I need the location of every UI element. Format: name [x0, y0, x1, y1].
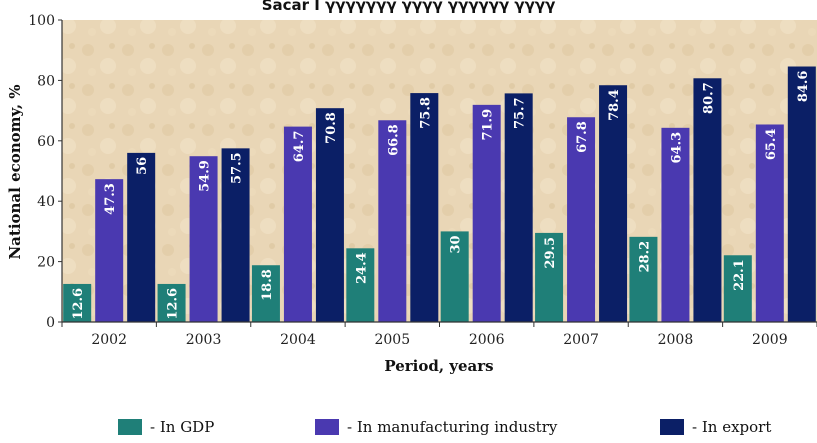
x-tick-label: 2006	[469, 332, 505, 348]
y-tick-label: 20	[37, 255, 55, 271]
bar-manufacturing-2003	[189, 156, 218, 322]
value-label: 22.1	[732, 259, 747, 291]
value-label: 30	[449, 235, 464, 253]
bar-gdp-2005	[346, 248, 375, 322]
value-label: 12.6	[71, 288, 86, 320]
bar-gdp-2006	[440, 231, 469, 322]
bar-gdp-2008	[629, 236, 658, 322]
legend-swatch	[118, 419, 142, 435]
value-label: 75.7	[513, 97, 528, 129]
plot-area	[62, 20, 817, 322]
legend-item-manufacturing: - In manufacturing industry	[315, 418, 557, 436]
x-tick-label: 2002	[91, 332, 127, 348]
value-label: 28.2	[637, 241, 652, 273]
bar-gdp-2003	[157, 283, 186, 322]
x-tick-label: 2008	[658, 332, 694, 348]
bar-gdp-2007	[535, 232, 564, 322]
bar-export-2008	[693, 78, 722, 322]
bar-manufacturing-2008	[661, 127, 690, 323]
bar-manufacturing-2005	[378, 120, 407, 322]
legend-swatch	[660, 419, 684, 435]
value-label: 67.8	[575, 121, 590, 153]
legend-swatch	[315, 419, 339, 435]
value-label: 71.9	[481, 109, 496, 141]
x-axis-title: Period, years	[384, 357, 493, 375]
bar-manufacturing-2007	[567, 117, 596, 322]
bar-manufacturing-2006	[472, 104, 501, 322]
bar-manufacturing-2002	[95, 179, 124, 322]
value-label: 24.4	[354, 252, 369, 284]
value-label: 57.5	[230, 152, 245, 184]
legend-item-gdp: - In GDP	[118, 418, 214, 436]
bar-gdp-2002	[63, 283, 92, 322]
value-label: 84.6	[796, 71, 811, 103]
value-label: 47.3	[103, 183, 118, 215]
bar-gdp-2009	[723, 255, 752, 322]
x-tick-label: 2004	[280, 332, 316, 348]
legend: - In GDP - In manufacturing industry - In …	[0, 418, 817, 442]
bar-export-2009	[787, 66, 816, 323]
bar-export-2003	[221, 148, 250, 322]
value-label: 18.8	[260, 269, 275, 301]
value-label: 75.8	[418, 97, 433, 129]
bar-export-2004	[315, 108, 344, 323]
legend-label: - In manufacturing industry	[347, 418, 558, 436]
value-label: 65.4	[764, 128, 779, 160]
value-label: 78.4	[607, 89, 622, 121]
value-label: 29.5	[543, 237, 558, 269]
bar-export-2002	[127, 152, 156, 322]
value-label: 70.8	[324, 112, 339, 144]
y-tick-label: 100	[28, 13, 55, 29]
legend-label: - In GDP	[150, 418, 215, 436]
value-label: 56	[135, 157, 150, 175]
legend-label: - In export	[692, 418, 772, 436]
bar-manufacturing-2004	[283, 126, 312, 322]
y-tick-label: 80	[37, 73, 55, 89]
bar-manufacturing-2009	[755, 124, 784, 322]
value-label: 80.7	[701, 82, 716, 114]
y-tick-label: 60	[37, 134, 55, 150]
value-label: 66.8	[386, 124, 401, 156]
legend-item-export: - In export	[660, 418, 771, 436]
bar-export-2007	[599, 85, 628, 323]
value-label: 64.3	[669, 132, 684, 164]
x-tick-label: 2003	[186, 332, 222, 348]
y-tick-label: 0	[46, 315, 55, 331]
value-label: 12.6	[166, 288, 181, 320]
y-tick-label: 40	[37, 194, 55, 210]
x-tick-label: 2005	[374, 332, 410, 348]
value-label: 64.7	[292, 131, 307, 163]
chart-title: Sacar I γγγγγγγ γγγγ γγγγγγ γγγγ	[261, 0, 556, 14]
bar-gdp-2004	[251, 265, 280, 322]
y-axis-title: National economy, %	[6, 84, 24, 259]
bar-export-2006	[504, 93, 533, 322]
value-label: 54.9	[198, 160, 213, 192]
x-tick-label: 2009	[752, 332, 788, 348]
bar-export-2005	[410, 93, 439, 322]
x-tick-label: 2007	[563, 332, 599, 348]
